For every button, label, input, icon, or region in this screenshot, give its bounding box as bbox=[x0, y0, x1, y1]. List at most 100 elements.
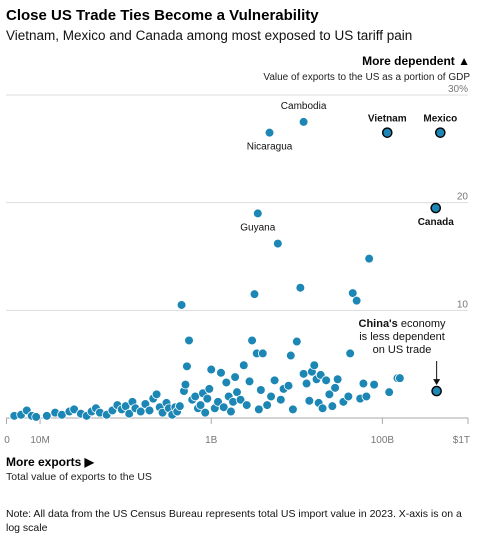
data-point-china bbox=[431, 385, 442, 397]
data-point bbox=[358, 378, 369, 389]
data-point bbox=[304, 395, 315, 406]
data-point bbox=[351, 295, 362, 306]
data-point bbox=[218, 402, 229, 413]
data-point bbox=[254, 404, 264, 415]
data-point bbox=[200, 407, 210, 418]
data-point bbox=[288, 404, 298, 415]
data-point bbox=[216, 367, 226, 378]
data-point bbox=[298, 369, 309, 379]
data-point bbox=[226, 406, 236, 417]
data-point bbox=[180, 379, 191, 390]
annotation-arrow-head bbox=[433, 379, 441, 386]
data-point bbox=[292, 336, 302, 347]
scatter-chart: More dependent ▲ Value of exports to the… bbox=[4, 54, 470, 483]
data-point bbox=[343, 391, 354, 402]
data-point bbox=[144, 405, 155, 416]
data-point-vietnam bbox=[381, 127, 393, 138]
data-point bbox=[276, 394, 286, 405]
data-point bbox=[204, 384, 215, 394]
data-point bbox=[69, 404, 79, 415]
data-point bbox=[301, 378, 312, 389]
data-point bbox=[273, 238, 283, 249]
y-tick-label: 10 bbox=[457, 299, 469, 310]
data-point bbox=[42, 411, 52, 421]
data-point bbox=[235, 394, 246, 405]
data-point bbox=[324, 389, 335, 400]
annotation-bold: China's bbox=[359, 318, 398, 330]
data-point bbox=[361, 391, 372, 402]
chart-title: Close US Trade Ties Become a Vulnerabili… bbox=[6, 7, 319, 24]
point-label-vietnam: Vietnam bbox=[368, 114, 407, 125]
data-point bbox=[347, 288, 358, 298]
data-point bbox=[262, 400, 272, 410]
data-point bbox=[249, 289, 260, 299]
data-point bbox=[364, 253, 374, 264]
y-axis-heading: More dependent ▲ bbox=[362, 54, 470, 68]
point-labels: Cambodia Nicaragua Vietnam Mexico Canada Guya… bbox=[240, 101, 457, 234]
data-point bbox=[266, 391, 276, 402]
data-point bbox=[195, 400, 206, 410]
x-tick-label: 1B bbox=[205, 435, 218, 446]
data-point bbox=[176, 300, 187, 310]
data-point bbox=[206, 364, 217, 375]
data-point bbox=[283, 380, 294, 391]
data-point bbox=[309, 360, 320, 371]
data-point-guyana bbox=[253, 208, 263, 219]
data-point bbox=[395, 373, 405, 383]
data-point bbox=[257, 348, 268, 359]
footnote: Note: All data from the US Census Bureau… bbox=[6, 508, 462, 534]
y-axis-label: Value of exports to the US as a portion … bbox=[263, 72, 470, 83]
data-point bbox=[151, 389, 162, 400]
grid-lines bbox=[6, 94, 468, 419]
chart-subtitle: Vietnam, Mexico and Canada among most ex… bbox=[6, 28, 413, 43]
annotation-line-3: on US trade bbox=[373, 344, 432, 356]
point-label-canada: Canada bbox=[418, 217, 455, 228]
data-point bbox=[285, 350, 296, 361]
x-axis-label: Total value of exports to the US bbox=[6, 471, 152, 483]
annotation-line-1: China's economy bbox=[359, 318, 446, 330]
y-tick-label: 20 bbox=[457, 192, 469, 203]
data-point bbox=[241, 400, 252, 410]
data-point bbox=[369, 379, 379, 390]
data-point bbox=[384, 387, 394, 397]
data-point bbox=[321, 375, 331, 386]
data-point bbox=[330, 383, 340, 393]
y-axis-ticks: 10 20 30% bbox=[448, 84, 468, 310]
point-label-guyana: Guyana bbox=[240, 222, 275, 233]
annotation-line-2: is less dependent bbox=[359, 331, 445, 343]
data-points bbox=[9, 117, 446, 422]
data-point-canada bbox=[430, 202, 442, 214]
data-point-mexico bbox=[435, 127, 446, 138]
x-axis-ticks: 10M 1B 100B $1T 0 bbox=[4, 418, 470, 446]
data-point bbox=[175, 401, 185, 411]
data-point bbox=[230, 372, 240, 382]
data-point bbox=[269, 375, 280, 386]
y-tick-label: 30% bbox=[448, 84, 468, 95]
x-tick-label: 100B bbox=[371, 435, 395, 446]
data-point bbox=[256, 385, 266, 395]
x-axis-heading: More exports ▶ bbox=[6, 455, 95, 469]
data-point bbox=[244, 376, 255, 387]
data-point bbox=[247, 335, 257, 346]
data-point bbox=[182, 361, 192, 372]
data-point bbox=[345, 348, 355, 359]
data-point-nicaragua bbox=[264, 127, 275, 138]
point-label-cambodia: Cambodia bbox=[281, 101, 327, 112]
data-point bbox=[327, 401, 338, 411]
data-point bbox=[31, 412, 41, 422]
data-point bbox=[124, 408, 134, 419]
x-tick-label-origin: 0 bbox=[4, 435, 10, 446]
data-point-cambodia bbox=[298, 117, 309, 127]
data-point bbox=[332, 374, 343, 385]
point-label-nicaragua: Nicaragua bbox=[247, 142, 293, 153]
data-point bbox=[295, 282, 306, 293]
x-tick-label: 10M bbox=[30, 435, 49, 446]
data-point bbox=[221, 377, 232, 388]
data-point bbox=[238, 360, 249, 371]
data-point bbox=[317, 403, 328, 414]
annotation-text-1: economy bbox=[398, 318, 446, 330]
point-label-mexico: Mexico bbox=[423, 114, 457, 125]
x-tick-label: $1T bbox=[453, 435, 470, 446]
data-point bbox=[202, 393, 213, 404]
